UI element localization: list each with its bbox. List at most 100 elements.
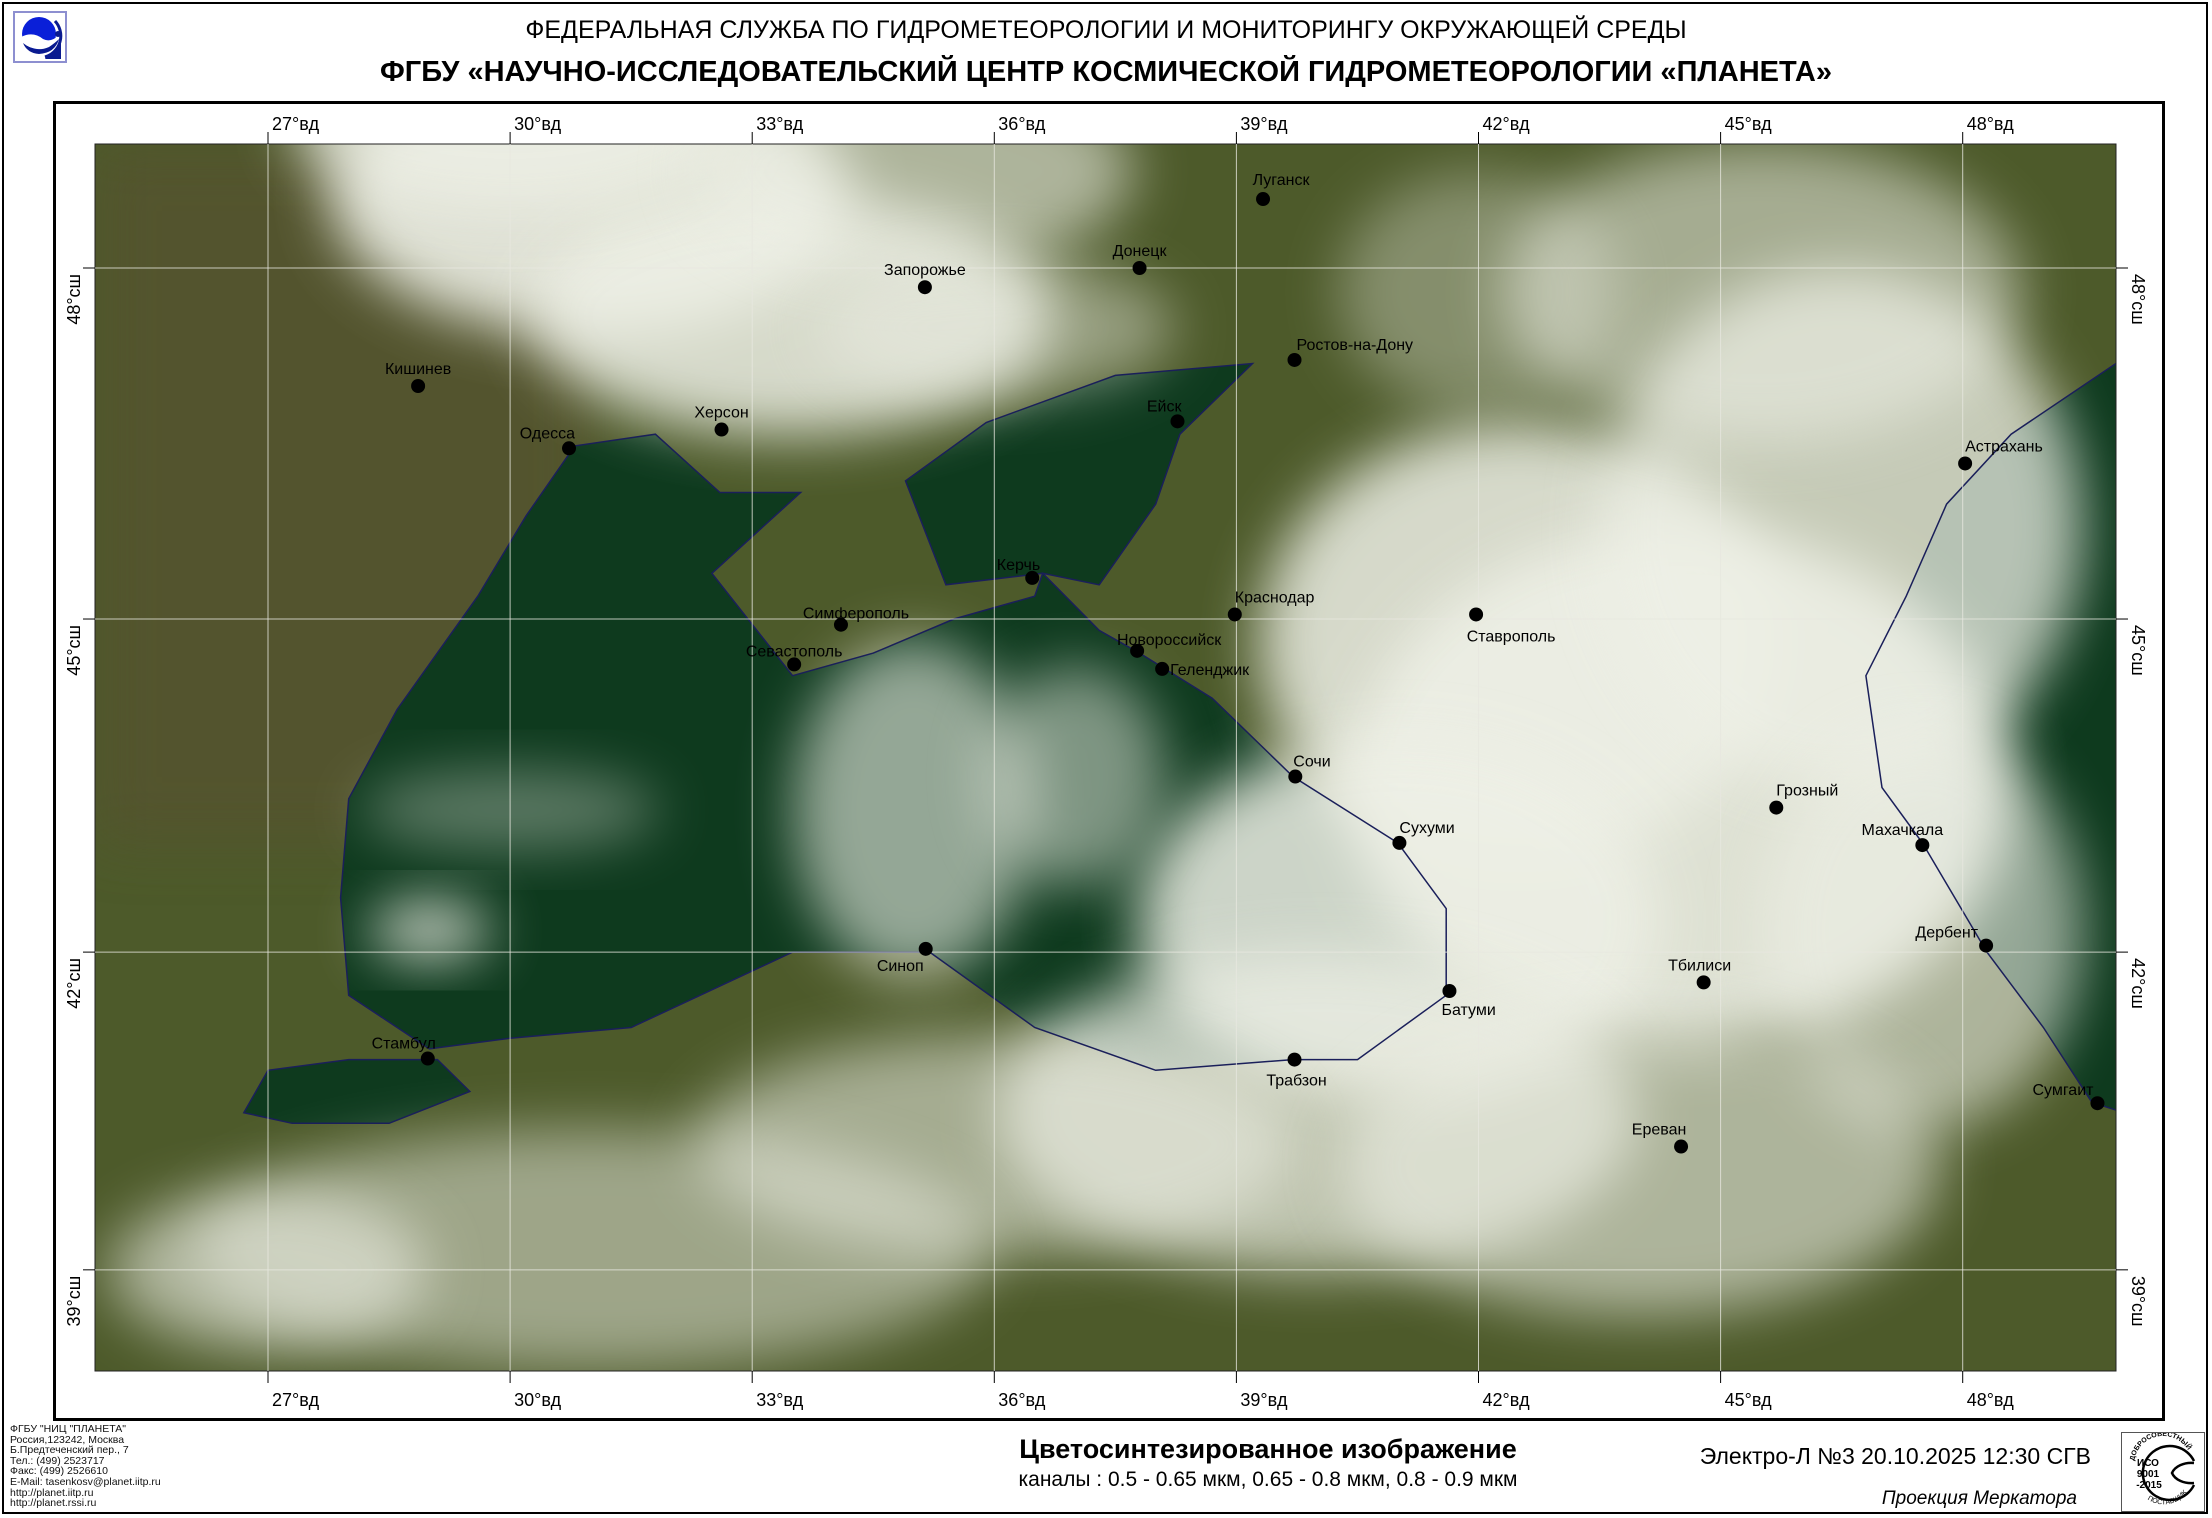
lon-label-bottom: 36°вд [998, 1390, 1046, 1410]
org-link[interactable]: http://planet.iitp.ru [10, 1486, 94, 1499]
org-email[interactable]: E-Mail: tasenkosv@planet.iitp.ru [10, 1475, 161, 1488]
city-marker: Севастополь [746, 643, 843, 672]
lat-label-left: 42°сш [64, 958, 84, 1009]
city-dot-icon [833, 617, 848, 632]
city-label: Ставрополь [1467, 628, 1556, 645]
city-dot-icon [1979, 938, 1994, 953]
cloud-area [693, 144, 1134, 271]
city-marker: Херсон [694, 405, 749, 437]
header-center: ФГБУ «НАУЧНО-ИССЛЕДОВАТЕЛЬСКИЙ ЦЕНТР КОС… [380, 56, 1832, 88]
org-line: Б.Предтеченский пер., 7 [10, 1444, 129, 1457]
city-label: Дербент [1915, 925, 1978, 942]
city-label: Стамбул [372, 1036, 436, 1053]
city-label: Керчь [997, 557, 1040, 574]
city-marker: Ейск [1147, 398, 1185, 429]
city-dot-icon [420, 1051, 435, 1066]
city-dot-icon [787, 657, 802, 672]
azov-sea [905, 363, 1253, 585]
map-frame [53, 101, 2165, 1421]
projection-label: Проекция Меркатора [1881, 1488, 2077, 1509]
org-line: ФГБУ "НИЦ "ПЛАНЕТА" [10, 1423, 126, 1435]
header-agency: ФЕДЕРАЛЬНАЯ СЛУЖБА ПО ГИДРОМЕТЕОРОЛОГИИ … [525, 16, 1687, 44]
city-label: Одесса [520, 425, 575, 442]
svg-text:9001: 9001 [2137, 1469, 2160, 1480]
city-dot-icon [1915, 838, 1930, 853]
city-dot-icon [1130, 643, 1145, 658]
city-dot-icon [1287, 1052, 1302, 1067]
city-label: Краснодар [1235, 589, 1315, 606]
svg-text:ИСО: ИСО [2137, 1458, 2159, 1469]
org-link[interactable]: http://planet.rssi.ru [10, 1497, 97, 1510]
org-line: Россия,123242, Москва [10, 1433, 125, 1446]
city-dot-icon [1256, 192, 1271, 207]
city-dot-icon [918, 941, 933, 956]
city-dot-icon [1769, 800, 1784, 815]
lat-label-left: 45°сш [64, 625, 84, 676]
city-marker: Геленджик [1155, 661, 1250, 679]
lon-label-bottom: 42°вд [1483, 1390, 1531, 1410]
lat-label-right: 42°сш [2128, 958, 2148, 1009]
city-dot-icon [1132, 261, 1147, 275]
cloud-area [1501, 144, 2021, 442]
image-title: Цветосинтезированное изображение [1019, 1434, 1517, 1464]
city-marker: Донецк [1113, 243, 1167, 275]
city-label: Геленджик [1170, 662, 1250, 679]
lat-label-right: 39°сш [2128, 1276, 2148, 1327]
city-marker: Ереван [1632, 1122, 1689, 1154]
city-dot-icon [562, 441, 577, 456]
city-label: Севастополь [746, 643, 843, 660]
lat-label-left: 48°сш [64, 274, 84, 325]
image-channels: каналы : 0.5 - 0.65 мкм, 0.65 - 0.8 мкм,… [1018, 1468, 1518, 1491]
lon-label-bottom: 30°вд [514, 1390, 562, 1410]
city-dot-icon [1287, 352, 1302, 367]
city-marker: Одесса [520, 425, 577, 456]
city-dot-icon [1227, 607, 1242, 622]
city-label: Запорожье [884, 262, 966, 279]
city-dot-icon [714, 422, 729, 437]
org-contacts: ФГБУ "НИЦ "ПЛАНЕТА" Россия,123242, Москв… [10, 1424, 161, 1509]
city-marker: Сухуми [1392, 820, 1455, 850]
city-label: Батуми [1441, 1002, 1495, 1019]
city-dot-icon [1155, 661, 1170, 676]
city-marker: Сумгаит [2032, 1082, 2105, 1111]
city-marker: Стамбул [372, 1036, 436, 1066]
cloud-area [1339, 1015, 1940, 1316]
satellite-image [95, 144, 2116, 1371]
city-dot-icon [1288, 769, 1303, 784]
city-marker: Астрахань [1958, 438, 2043, 471]
city-dot-icon [1025, 570, 1040, 585]
city-dot-icon [1696, 975, 1711, 990]
city-label: Трабзон [1266, 1073, 1326, 1090]
lat-label-left: 39°сш [64, 1276, 84, 1327]
city-marker: Ставрополь [1467, 607, 1556, 645]
satellite-datetime: Электро-Л №3 20.10.2025 12:30 СГВ [1699, 1443, 2091, 1469]
city-marker: Тбилиси [1668, 957, 1731, 990]
city-dot-icon [917, 280, 932, 295]
city-dot-icon [1469, 607, 1484, 622]
cloud-area [985, 666, 1165, 887]
city-dot-icon [2090, 1096, 2105, 1111]
city-label: Сочи [1293, 754, 1330, 771]
marmara-sea [243, 1059, 470, 1124]
city-marker: Трабзон [1266, 1052, 1327, 1090]
city-dot-icon [1392, 835, 1407, 850]
planeta-logo-icon [13, 11, 67, 63]
lon-label-top: 33°вд [756, 114, 804, 134]
lon-label-top: 27°вд [272, 114, 320, 134]
city-marker: Новороссийск [1117, 632, 1222, 658]
lon-label-top: 36°вд [998, 114, 1046, 134]
city-marker: Махачкала [1862, 822, 1943, 853]
city-dot-icon [1170, 414, 1185, 429]
city-label: Херсон [694, 405, 748, 422]
org-line: Факс: (499) 2526610 [10, 1465, 108, 1478]
marmara-sea-coastline [242, 1058, 472, 1125]
city-marker: Краснодар [1227, 589, 1315, 622]
city-label: Ростов-на-Дону [1297, 337, 1414, 354]
lon-label-top: 30°вд [514, 114, 562, 134]
city-label: Новороссийск [1117, 632, 1222, 649]
city-marker: Батуми [1441, 983, 1496, 1019]
city-marker: Луганск [1253, 172, 1310, 207]
lon-label-bottom: 27°вд [272, 1390, 320, 1410]
